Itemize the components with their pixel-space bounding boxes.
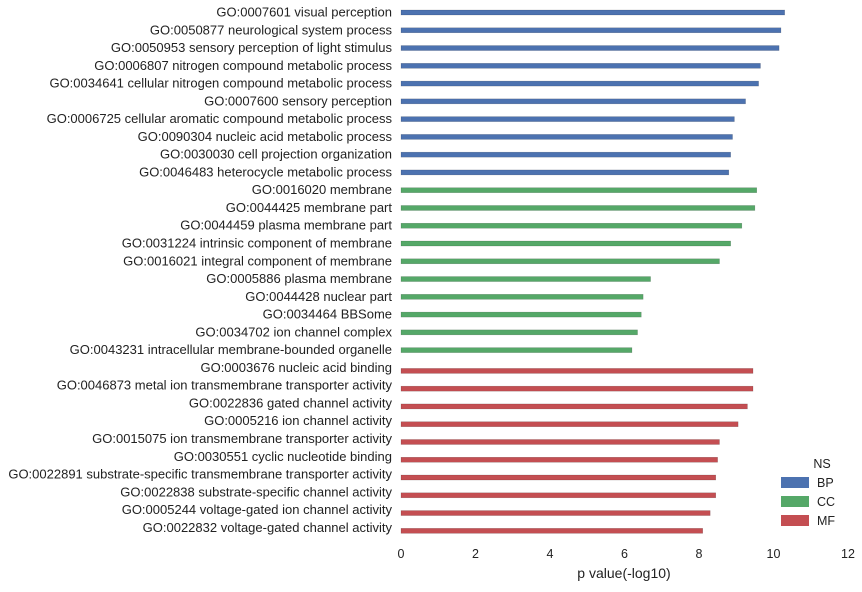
- category-label: GO:0043231 intracellular membrane-bounde…: [70, 342, 392, 357]
- bar-mf: [400, 385, 754, 392]
- bar-bp: [400, 45, 780, 51]
- bar-bp: [400, 80, 759, 87]
- bar-bp: [400, 63, 761, 69]
- category-label: GO:0005886 plasma membrane: [206, 271, 392, 286]
- category-label: GO:0005244 voltage-gated ion channel act…: [122, 502, 393, 517]
- category-label: GO:0015075 ion transmembrane transporter…: [92, 431, 392, 446]
- x-tick-label: 6: [621, 547, 628, 561]
- category-label: GO:0050953 sensory perception of light s…: [111, 40, 393, 55]
- legend-swatch-bp: [781, 477, 809, 488]
- bar-mf: [400, 492, 717, 499]
- category-label: GO:0050877 neurological system process: [150, 22, 393, 37]
- bar-cc: [400, 187, 757, 193]
- bar-mf: [400, 439, 720, 445]
- legend-swatch-cc: [781, 496, 809, 507]
- bar-mf: [400, 403, 748, 410]
- x-tick-label: 0: [398, 547, 405, 561]
- category-label: GO:0022838 substrate-specific channel ac…: [120, 484, 392, 499]
- category-label: GO:0022891 substrate-specific transmembr…: [8, 467, 392, 482]
- category-label: GO:0044425 membrane part: [226, 200, 393, 215]
- category-label: GO:0034702 ion channel complex: [195, 324, 392, 339]
- x-tick-labels-layer: 0 2 4 6 8 10 12: [398, 547, 855, 561]
- category-label: GO:0030030 cell projection organization: [160, 147, 392, 162]
- category-label: GO:0044459 plasma membrane part: [180, 218, 392, 233]
- category-label: GO:0044428 nuclear part: [245, 289, 392, 304]
- category-label: GO:0034464 BBSome: [263, 307, 392, 322]
- x-tick-label: 2: [472, 547, 479, 561]
- category-label: GO:0031224 intrinsic component of membra…: [122, 236, 392, 251]
- bar-mf: [400, 528, 703, 534]
- bar-cc: [400, 311, 642, 318]
- bar-mf: [400, 474, 717, 481]
- category-label: GO:0016021 integral component of membran…: [123, 253, 392, 268]
- bar-cc: [400, 329, 638, 336]
- category-label: GO:0007601 visual perception: [216, 5, 392, 20]
- category-label: GO:0046483 heterocycle metabolic process: [139, 164, 392, 179]
- category-labels-layer: GO:0007601 visual perception GO:0050877 n…: [8, 5, 392, 535]
- bar-bp: [400, 27, 782, 34]
- category-label: GO:0003676 nucleic acid binding: [200, 360, 392, 375]
- bar-bp: [400, 169, 730, 176]
- category-label: GO:0034641 cellular nitrogen compound me…: [49, 76, 392, 91]
- bar-cc: [400, 240, 731, 247]
- legend-label-cc: CC: [817, 495, 835, 509]
- x-axis-label: p value(-log10): [577, 565, 670, 581]
- bar-cc: [400, 258, 720, 265]
- bar-mf: [400, 510, 711, 516]
- bar-bp: [400, 98, 746, 105]
- category-label: GO:0090304 nucleic acid metabolic proces…: [138, 129, 393, 144]
- legend-swatch-mf: [781, 515, 809, 526]
- bar-mf: [400, 368, 754, 374]
- category-label: GO:0022832 voltage-gated channel activit…: [143, 520, 393, 535]
- bar-mf: [400, 421, 739, 427]
- legend-label-mf: MF: [817, 514, 835, 528]
- bar-bp: [400, 9, 785, 16]
- category-label: GO:0022836 gated channel activity: [189, 395, 393, 410]
- legend: NS BP CC MF: [781, 457, 835, 528]
- bar-bp: [400, 151, 731, 158]
- legend-title: NS: [813, 457, 830, 471]
- bar-cc: [400, 347, 633, 353]
- x-tick-label: 8: [696, 547, 703, 561]
- x-tick-label: 12: [841, 547, 855, 561]
- legend-label-bp: BP: [817, 476, 834, 490]
- bar-bp: [400, 116, 735, 122]
- bars-layer: [400, 9, 785, 534]
- category-label: GO:0046873 metal ion transmembrane trans…: [57, 378, 393, 393]
- bar-bp: [400, 134, 733, 140]
- bar-cc: [400, 222, 743, 229]
- category-label: GO:0016020 membrane: [252, 182, 392, 197]
- category-label: GO:0006725 cellular aromatic compound me…: [47, 111, 393, 126]
- category-label: GO:0030551 cyclic nucleotide binding: [174, 449, 392, 464]
- bar-cc: [400, 205, 756, 211]
- category-label: GO:0005216 ion channel activity: [204, 413, 392, 428]
- category-label: GO:0006807 nitrogen compound metabolic p…: [94, 58, 392, 73]
- x-tick-label: 10: [767, 547, 781, 561]
- legend-entries: BP CC MF: [781, 476, 835, 528]
- category-label: GO:0007600 sensory perception: [204, 93, 392, 108]
- bar-cc: [400, 276, 651, 282]
- bar-cc: [400, 294, 644, 300]
- x-tick-label: 4: [547, 547, 554, 561]
- bar-mf: [400, 457, 718, 463]
